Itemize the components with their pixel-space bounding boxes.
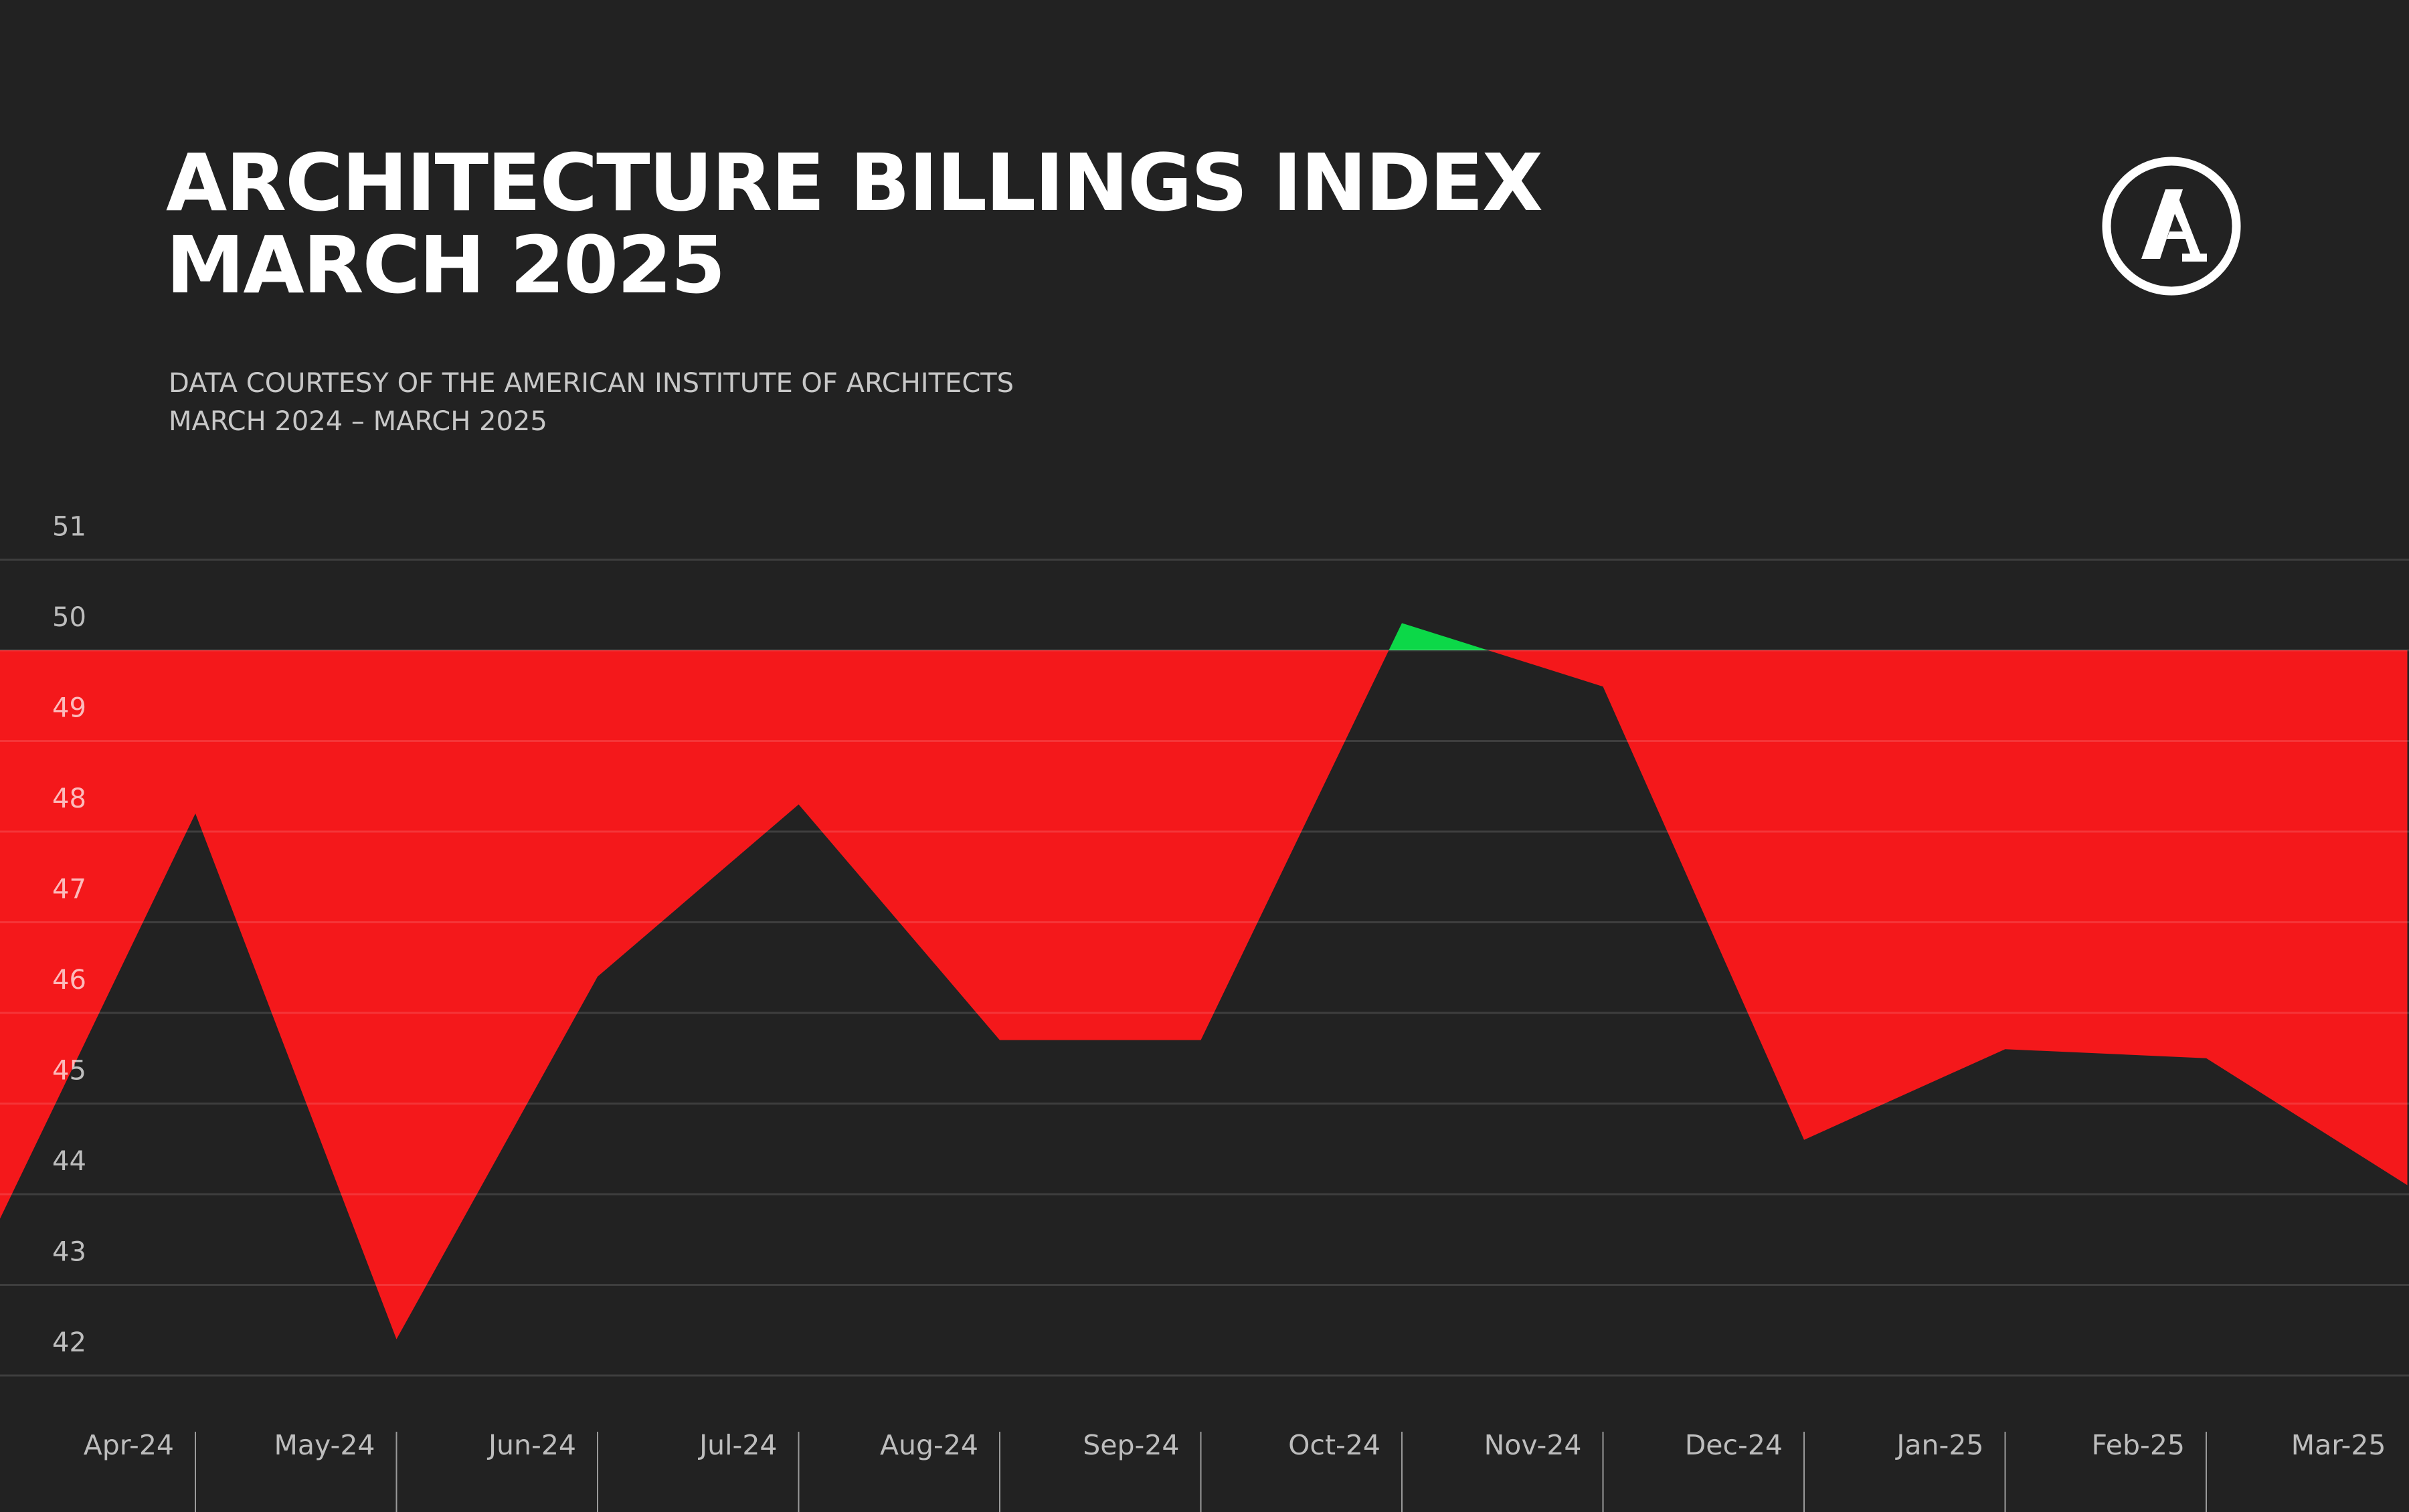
x-tick-label: Aug-24 [880, 1429, 978, 1461]
chart-title: ARCHITECTURE BILLINGS INDEX MARCH 2025 [166, 142, 1543, 306]
x-tick-label: Dec-24 [1685, 1429, 1783, 1461]
x-tick-label: Jun-24 [486, 1429, 576, 1461]
y-tick-label: 42 [52, 1327, 86, 1358]
subtitle-source: DATA COURTESY OF THE AMERICAN INSTITUTE … [169, 368, 1014, 399]
x-tick-label: Jul-24 [697, 1429, 777, 1461]
y-tick-label: 46 [52, 965, 86, 996]
title-line-1: ARCHITECTURE BILLINGS INDEX [166, 136, 1543, 229]
x-tick-label: Sep-24 [1083, 1429, 1179, 1461]
x-tick-label: Apr-24 [84, 1429, 174, 1461]
x-tick-label: Oct-24 [1288, 1429, 1380, 1461]
x-tick-label: Mar-25 [2291, 1429, 2386, 1461]
x-tick-label: Jan-25 [1894, 1429, 1983, 1461]
y-tick-label: 43 [52, 1237, 86, 1268]
below-50-area [0, 650, 2408, 1339]
y-tick-label: 44 [52, 1146, 86, 1177]
x-tick-label: Feb-25 [2091, 1429, 2185, 1461]
logo-icon [2102, 157, 2241, 296]
x-tick-label: Nov-24 [1484, 1429, 1582, 1461]
y-tick-label: 48 [52, 783, 86, 814]
y-tick-label: 49 [52, 693, 86, 724]
subtitle-period: MARCH 2024 – MARCH 2025 [169, 406, 547, 437]
x-tick-label: May-24 [274, 1429, 375, 1461]
y-tick-label: 51 [52, 512, 86, 543]
y-tick-label: 50 [52, 602, 86, 633]
title-line-2: MARCH 2025 [166, 219, 725, 311]
y-tick-label: 47 [52, 874, 86, 905]
y-tick-label: 45 [52, 1056, 86, 1086]
